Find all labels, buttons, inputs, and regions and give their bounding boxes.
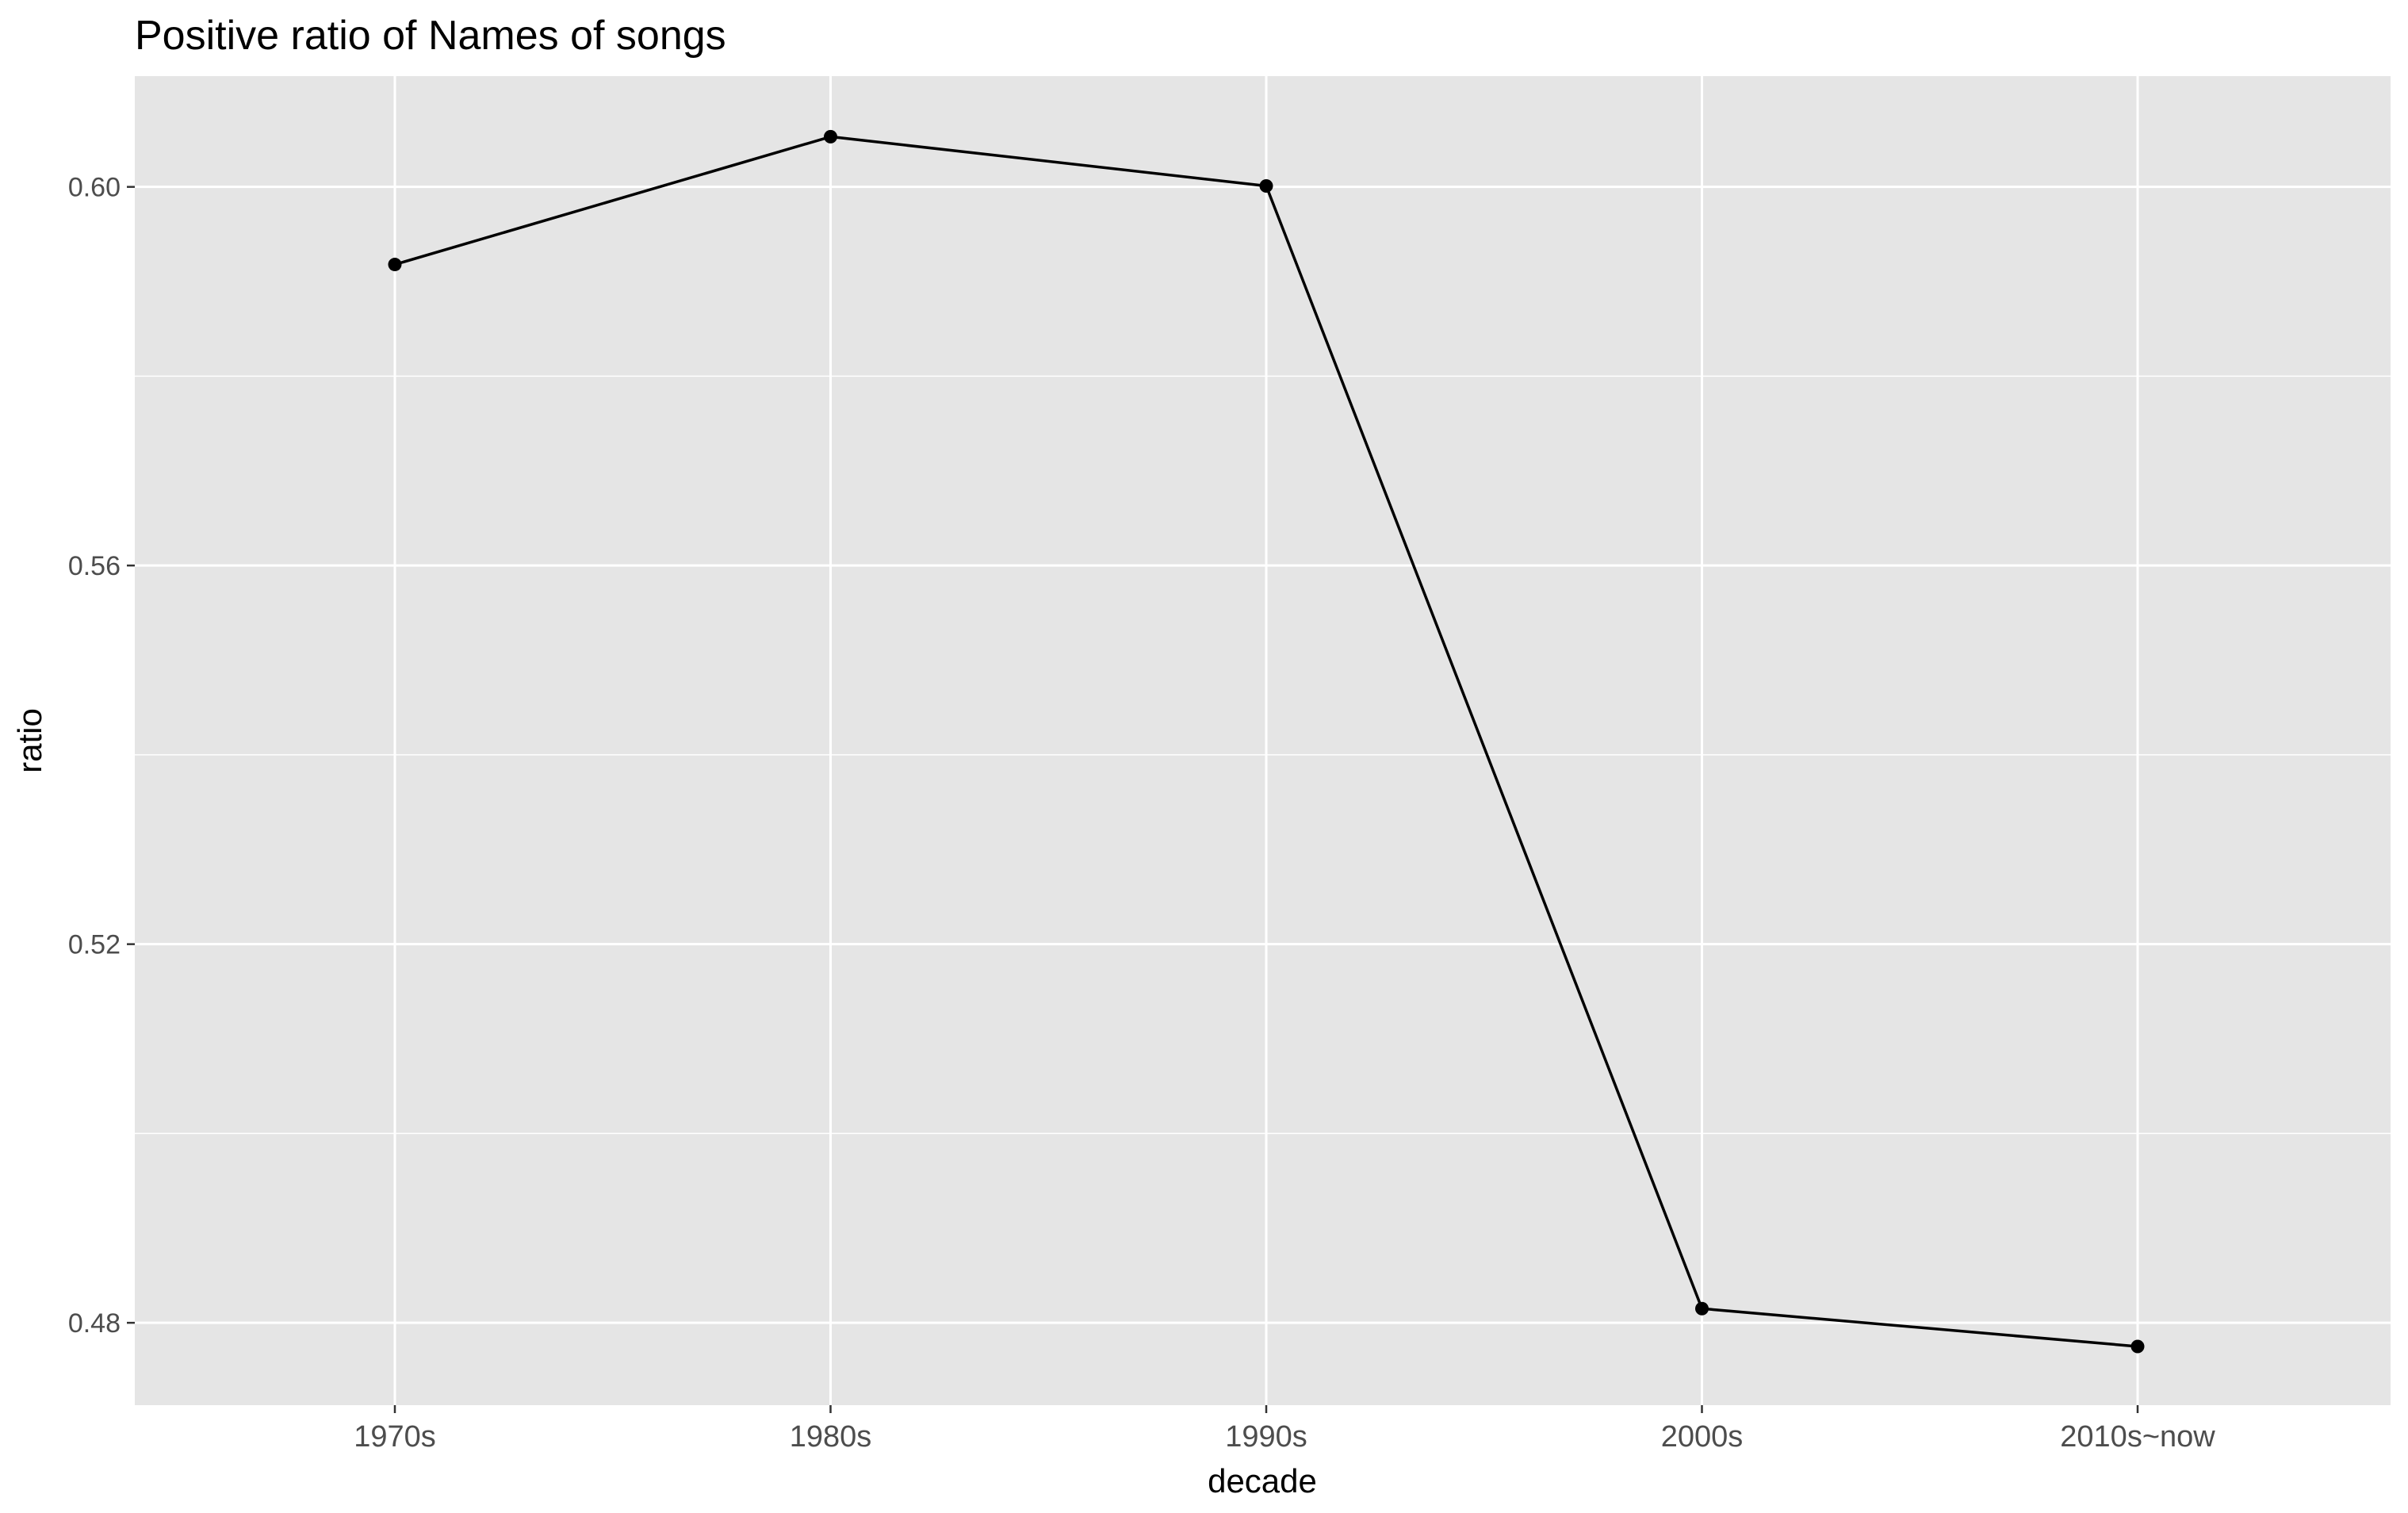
series-layer: [388, 129, 2145, 1354]
y-tick-label: 0.52: [68, 930, 121, 960]
x-tick-label: 2000s: [1661, 1420, 1744, 1454]
x-tick-label: 1980s: [790, 1420, 872, 1454]
y-tick-label: 0.56: [68, 551, 121, 581]
data-point: [824, 129, 837, 144]
data-point: [1259, 178, 1273, 193]
x-tick-label: 1970s: [354, 1420, 436, 1454]
y-tick-label: 0.60: [68, 173, 121, 203]
plot-panel: [135, 76, 2391, 1405]
x-tick-label: 1990s: [1225, 1420, 1307, 1454]
x-axis-title: decade: [1208, 1462, 1317, 1500]
minor-gridlines: [135, 375, 2391, 1135]
major-gridlines: [135, 76, 2391, 1405]
data-point: [388, 258, 402, 272]
y-tick-label: 0.48: [68, 1308, 121, 1339]
y-axis-ticks: 0.48 0.52 0.56 0.60: [68, 173, 135, 1339]
data-point: [1695, 1301, 1709, 1316]
x-tick-label: 2010s~now: [2060, 1420, 2215, 1454]
chart-title: Positive ratio of Names of songs: [135, 13, 726, 59]
data-point: [2130, 1339, 2145, 1354]
x-axis-ticks: 1970s 1980s 1990s 2000s 2010s~now: [354, 1405, 2215, 1454]
y-axis-title: ratio: [11, 708, 48, 773]
